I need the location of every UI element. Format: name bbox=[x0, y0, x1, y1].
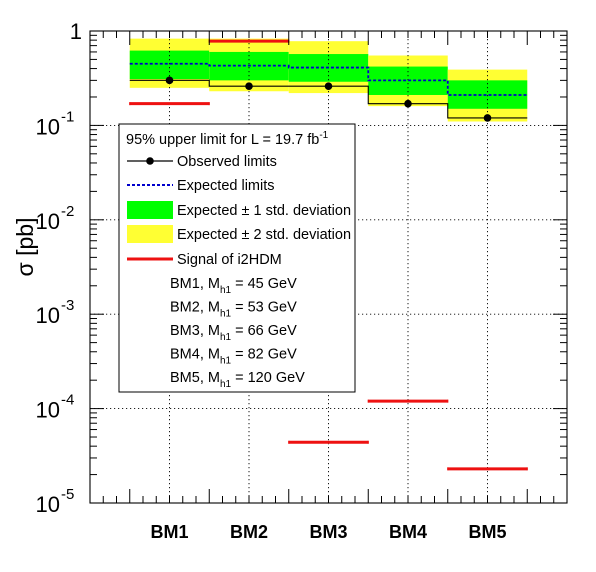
category-text: BM5 bbox=[468, 522, 506, 542]
legend-title-text: 95% upper limit for L = 19.7 fb bbox=[126, 132, 319, 148]
benchmark-sub: h1 bbox=[220, 309, 232, 320]
benchmark-sub: h1 bbox=[220, 356, 232, 367]
legend-benchmark-1: BM1, Mh1 = 45 GeV bbox=[170, 276, 297, 296]
legend-label-text: Expected limits bbox=[177, 178, 275, 194]
benchmark-sub: h1 bbox=[220, 285, 232, 296]
y-tick-label: 10 bbox=[36, 303, 60, 328]
y-tick-label: 1 bbox=[70, 19, 82, 44]
observed-point-bm4 bbox=[404, 99, 412, 108]
legend-label-text: Expected ± 2 std. deviation bbox=[177, 227, 351, 243]
y-axis-label: σ [pb] bbox=[12, 218, 38, 277]
y-tick-exp: -2 bbox=[61, 203, 74, 220]
observed-point-bm1 bbox=[165, 76, 174, 85]
legend-observed-marker bbox=[146, 157, 154, 165]
y-tick-base: 10 bbox=[36, 492, 60, 517]
y-axis-label-text: σ [pb] bbox=[12, 218, 38, 277]
legend-layer: 95% upper limit for L = 19.7 fb-1 Observe… bbox=[118, 123, 356, 393]
legend-label-text: Signal of i2HDM bbox=[177, 252, 282, 268]
legend-band1-label: Expected ± 1 std. deviation bbox=[177, 203, 351, 219]
y-tick-base: 10 bbox=[36, 303, 60, 328]
y-tick-label: 10 bbox=[36, 492, 60, 517]
category-label-bm5: BM5 bbox=[468, 522, 506, 542]
y-tick-exponent: -3 bbox=[61, 297, 74, 314]
y-tick-base: 10 bbox=[36, 398, 60, 423]
benchmark-prefix: BM4, M bbox=[170, 347, 220, 363]
benchmark-prefix: BM2, M bbox=[170, 300, 220, 316]
legend-observed-label: Observed limits bbox=[177, 154, 277, 170]
observed-point-bm2 bbox=[245, 82, 253, 91]
band-1sigma-bm1 bbox=[129, 50, 210, 80]
category-label-bm2: BM2 bbox=[230, 522, 268, 542]
legend-band2-label: Expected ± 2 std. deviation bbox=[177, 227, 351, 243]
observed-point-bm3 bbox=[324, 82, 333, 91]
category-text: BM3 bbox=[309, 522, 347, 542]
category-text: BM2 bbox=[230, 522, 268, 542]
benchmark-sub: h1 bbox=[220, 379, 232, 390]
legend-label-text: Observed limits bbox=[177, 154, 277, 170]
benchmark-suffix: = 45 GeV bbox=[231, 276, 297, 292]
y-tick-base: 10 bbox=[36, 114, 60, 139]
benchmark-suffix: = 53 GeV bbox=[231, 300, 297, 316]
legend-benchmark-3: BM3, Mh1 = 66 GeV bbox=[170, 323, 297, 343]
y-tick-label: 10 bbox=[36, 209, 60, 234]
y-tick-exp: -4 bbox=[61, 392, 74, 409]
legend-benchmark-4: BM4, Mh1 = 82 GeV bbox=[170, 347, 297, 367]
y-tick-exp: -5 bbox=[61, 486, 74, 503]
y-tick-label: 10 bbox=[36, 398, 60, 423]
benchmark-sub: h1 bbox=[220, 332, 232, 343]
y-tick-exponent: -4 bbox=[61, 392, 74, 409]
y-tick-exp: -1 bbox=[61, 108, 74, 125]
y-tick-exp: -3 bbox=[61, 297, 74, 314]
lines-layer bbox=[129, 39, 528, 471]
category-label-bm3: BM3 bbox=[309, 522, 347, 542]
y-tick-base: 1 bbox=[70, 19, 82, 44]
benchmark-suffix: = 120 GeV bbox=[231, 370, 305, 386]
legend-band2-symbol bbox=[127, 225, 173, 243]
legend-title: 95% upper limit for L = 19.7 fb-1 bbox=[126, 130, 329, 148]
y-tick-exponent: -5 bbox=[61, 486, 74, 503]
expected-limits-line bbox=[129, 62, 528, 96]
y-tick-exponent: -1 bbox=[61, 108, 74, 125]
benchmark-prefix: BM3, M bbox=[170, 323, 220, 339]
category-text: BM4 bbox=[389, 522, 427, 542]
frame-layer bbox=[89, 30, 568, 504]
y-tick-label: 10 bbox=[36, 114, 60, 139]
y-tick-base: 10 bbox=[36, 209, 60, 234]
benchmark-prefix: BM1, M bbox=[170, 276, 220, 292]
benchmark-prefix: BM5, M bbox=[170, 370, 220, 386]
category-label-bm1: BM1 bbox=[150, 522, 188, 542]
category-text: BM1 bbox=[150, 522, 188, 542]
observed-limits-line bbox=[129, 79, 528, 119]
legend-benchmark-2: BM2, Mh1 = 53 GeV bbox=[170, 300, 297, 320]
legend-band1-symbol bbox=[127, 201, 173, 219]
legend-signal-label: Signal of i2HDM bbox=[177, 252, 282, 268]
benchmark-suffix: = 82 GeV bbox=[231, 347, 297, 363]
legend-title-sup: -1 bbox=[319, 130, 328, 141]
y-tick-exponent: -2 bbox=[61, 203, 74, 220]
observed-point-bm5 bbox=[483, 114, 492, 122]
category-label-bm4: BM4 bbox=[389, 522, 427, 542]
benchmark-suffix: = 66 GeV bbox=[231, 323, 297, 339]
legend-benchmark-5: BM5, Mh1 = 120 GeV bbox=[170, 370, 305, 390]
legend-expected-label: Expected limits bbox=[177, 178, 275, 194]
legend-label-text: Expected ± 1 std. deviation bbox=[177, 203, 351, 219]
